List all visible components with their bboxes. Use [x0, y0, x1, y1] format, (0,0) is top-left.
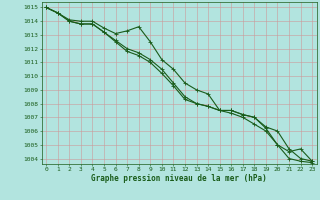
X-axis label: Graphe pression niveau de la mer (hPa): Graphe pression niveau de la mer (hPa): [91, 174, 267, 183]
